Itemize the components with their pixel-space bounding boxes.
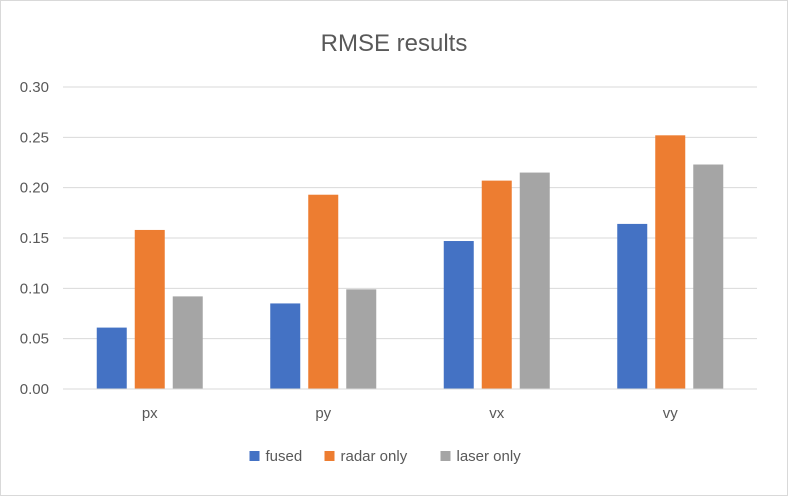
bar-radar-only-vy (655, 135, 686, 389)
bar-laser-only-vx (519, 172, 550, 389)
y-tick-label: 0.00 (20, 381, 49, 398)
legend-swatch (440, 451, 451, 461)
y-tick-label: 0.10 (20, 280, 49, 297)
bar-radar-only-px (134, 229, 165, 389)
bar-fused-vx (443, 241, 474, 389)
bar-fused-vy (617, 223, 648, 389)
x-tick-label: py (315, 405, 331, 422)
gridlines (63, 86, 757, 340)
legend-swatch (324, 451, 335, 461)
bar-laser-only-py (346, 289, 377, 389)
legend-swatch (249, 451, 260, 461)
x-tick-label: vy (663, 405, 679, 422)
y-tick-label: 0.05 (20, 331, 49, 348)
legend: fused radar only laser only (249, 448, 522, 465)
bar-radar-only-vx (481, 180, 512, 389)
bars (96, 135, 724, 389)
y-axis-ticks: 0.00 0.05 0.10 0.15 0.20 0.25 0.30 (20, 79, 49, 398)
chart-title: RMSE results (321, 30, 468, 57)
legend-label: radar only (341, 448, 408, 465)
y-tick-label: 0.15 (20, 230, 49, 247)
x-axis-ticks: px py vx vy (142, 405, 678, 422)
bar-fused-px (96, 327, 127, 389)
bar-fused-py (270, 303, 301, 389)
legend-label: fused (266, 448, 303, 465)
x-tick-label: px (142, 405, 158, 422)
y-tick-label: 0.25 (20, 129, 49, 146)
y-tick-label: 0.30 (20, 79, 49, 96)
y-tick-label: 0.20 (20, 180, 49, 197)
bar-laser-only-vy (693, 164, 724, 389)
bar-radar-only-py (308, 194, 339, 389)
x-tick-label: vx (489, 405, 505, 422)
legend-label: laser only (457, 448, 522, 465)
bar-laser-only-px (172, 296, 203, 389)
